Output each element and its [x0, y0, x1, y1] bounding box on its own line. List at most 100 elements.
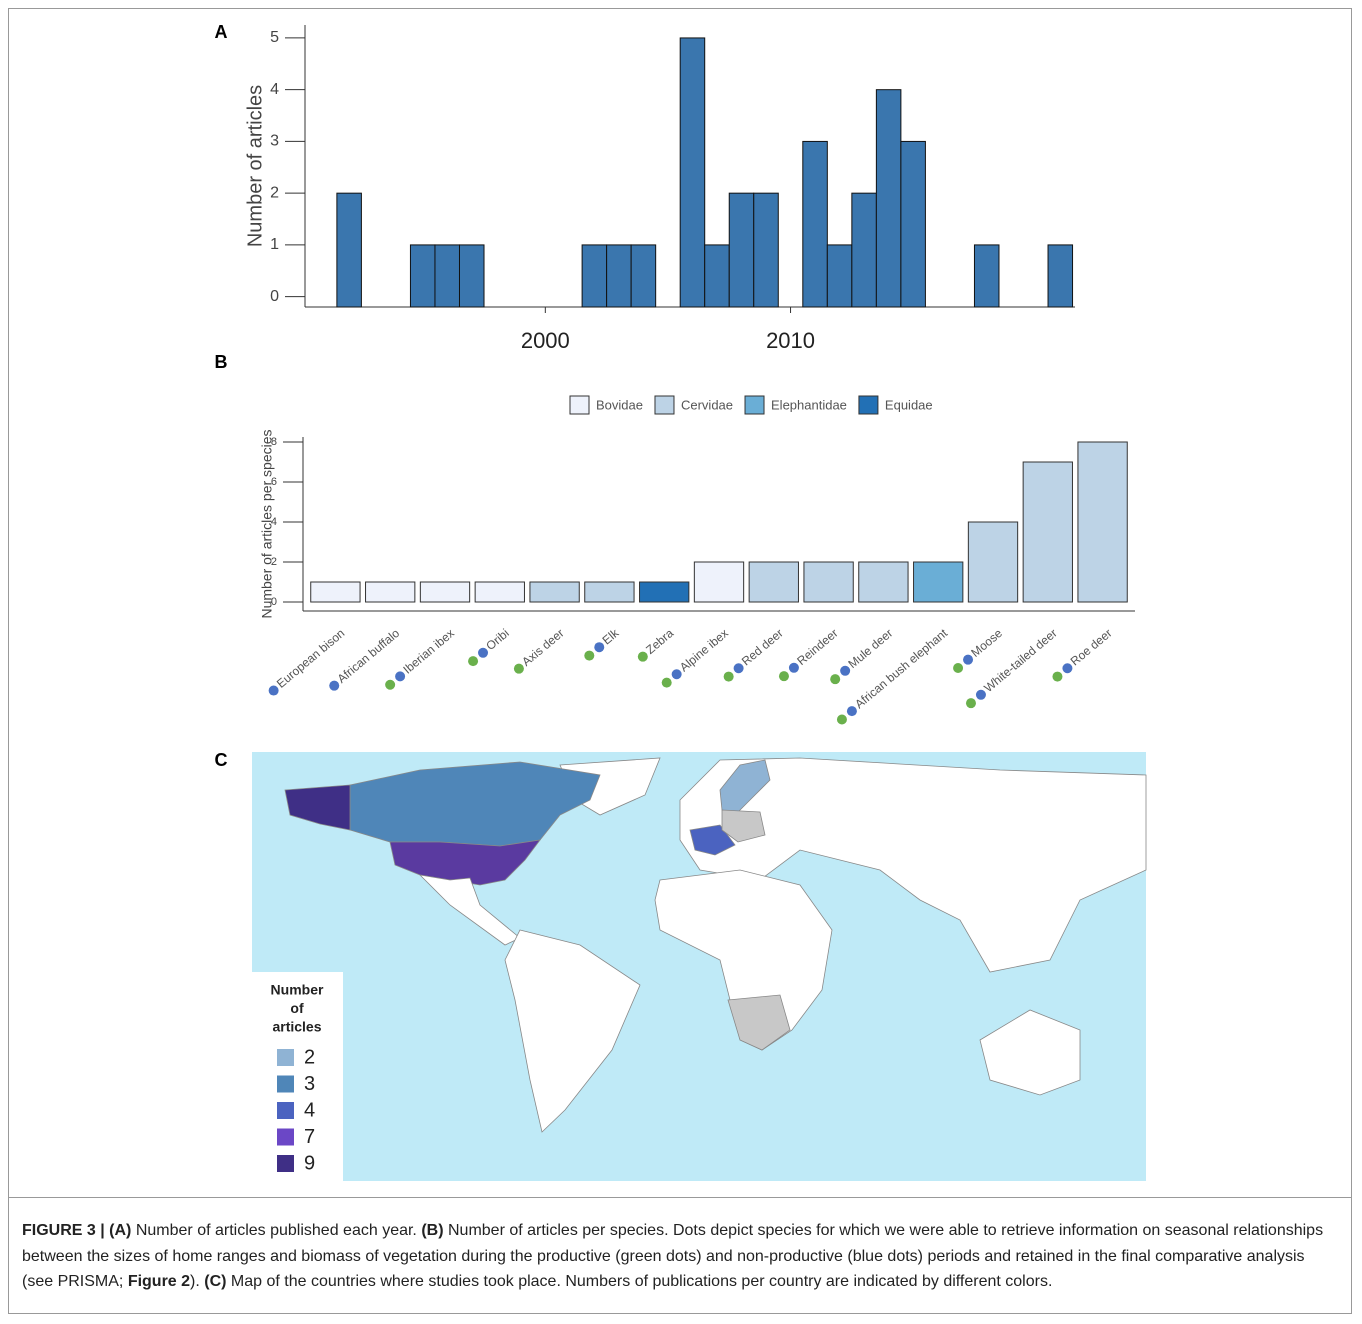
- legend-title: of: [290, 1000, 304, 1016]
- caption-text: ).: [190, 1273, 204, 1290]
- bar: [366, 582, 415, 602]
- bar: [1048, 245, 1073, 307]
- caption-label: FIGURE 3 |: [22, 1222, 105, 1239]
- non-productive-dot: [672, 669, 682, 679]
- legend-label: Equidae: [885, 397, 933, 412]
- caption-ref: (C): [204, 1273, 226, 1290]
- legend-label: 7: [304, 1126, 315, 1148]
- legend-swatch: [277, 1102, 294, 1119]
- productive-dot: [830, 674, 840, 684]
- legend-swatch: [277, 1049, 294, 1066]
- bar: [827, 245, 852, 307]
- bar: [859, 562, 908, 602]
- legend-swatch: [570, 396, 589, 414]
- y-tick-label: 4: [271, 516, 277, 528]
- x-tick-label: Red deer: [739, 626, 786, 668]
- bar: [804, 562, 853, 602]
- legend-label: Cervidae: [681, 397, 733, 412]
- separator: [8, 1197, 1352, 1198]
- bar: [420, 582, 469, 602]
- map: [250, 752, 1146, 1181]
- legend-swatch: [859, 396, 878, 414]
- caption-text: Number of articles published each year.: [131, 1222, 421, 1239]
- bar: [974, 245, 999, 307]
- non-productive-dot: [963, 655, 973, 665]
- caption: FIGURE 3 | (A) Number of articles publis…: [22, 1218, 1340, 1295]
- bar: [640, 582, 689, 602]
- bar: [435, 245, 460, 307]
- y-tick-label: 4: [270, 81, 279, 98]
- non-productive-dot: [847, 706, 857, 716]
- bar: [585, 582, 634, 602]
- non-productive-dot: [478, 648, 488, 658]
- productive-dot: [1052, 672, 1062, 682]
- legend-swatch: [277, 1129, 294, 1146]
- bar: [803, 141, 828, 307]
- non-productive-dot: [329, 681, 339, 691]
- bar: [754, 193, 779, 307]
- caption-ref: Figure 2: [128, 1273, 190, 1290]
- y-tick-label: 1: [270, 236, 279, 253]
- productive-dot: [724, 672, 734, 682]
- bar: [410, 245, 435, 307]
- x-tick-label: Mule deer: [845, 626, 895, 671]
- legend-swatch: [655, 396, 674, 414]
- panel-label: A: [215, 22, 228, 42]
- bar: [475, 582, 524, 602]
- bar: [694, 562, 743, 602]
- bar: [459, 245, 484, 307]
- y-tick-label: 5: [270, 29, 279, 46]
- y-tick-label: 0: [271, 596, 277, 608]
- panel-label: C: [215, 750, 228, 770]
- non-productive-dot: [594, 642, 604, 652]
- panel-label: B: [215, 352, 228, 372]
- legend-swatch: [745, 396, 764, 414]
- y-tick-label: 3: [270, 133, 279, 150]
- x-tick-label: Zebra: [643, 626, 676, 657]
- x-tick-label: Roe deer: [1068, 626, 1115, 668]
- bar: [631, 245, 656, 307]
- bar: [901, 141, 926, 307]
- bar: [749, 562, 798, 602]
- bar: [337, 193, 362, 307]
- y-tick-label: 6: [271, 476, 277, 488]
- x-tick-label: European bison: [274, 626, 347, 691]
- productive-dot: [837, 714, 847, 724]
- bar: [729, 193, 754, 307]
- y-axis-label: Number of articles: [244, 85, 266, 247]
- x-tick-label: Moose: [968, 626, 1005, 660]
- productive-dot: [966, 698, 976, 708]
- y-tick-label: 0: [270, 288, 279, 305]
- non-productive-dot: [734, 663, 744, 673]
- x-tick-label: Alpine ibex: [677, 626, 731, 674]
- productive-dot: [385, 680, 395, 690]
- bar: [876, 90, 901, 307]
- non-productive-dot: [269, 686, 279, 696]
- x-tick-label: 2000: [521, 328, 570, 353]
- x-tick-label: African bush elephant: [852, 626, 950, 712]
- bar: [582, 245, 607, 307]
- bar: [530, 582, 579, 602]
- productive-dot: [514, 664, 524, 674]
- page: A B C Number of articles01234520002010Nu…: [0, 0, 1362, 1324]
- productive-dot: [584, 651, 594, 661]
- x-tick-label: Reindeer: [794, 626, 840, 668]
- bar: [607, 245, 632, 307]
- bar: [705, 245, 730, 307]
- x-tick-label: Oribi: [483, 626, 511, 653]
- legend-label: 4: [304, 1099, 315, 1121]
- productive-dot: [468, 656, 478, 666]
- productive-dot: [638, 652, 648, 662]
- x-tick-label: 2010: [766, 328, 815, 353]
- bar: [914, 562, 963, 602]
- bar: [968, 522, 1017, 602]
- x-tick-label: Axis deer: [519, 626, 566, 669]
- legend-swatch: [277, 1076, 294, 1093]
- figure: A B C Number of articles01234520002010Nu…: [0, 0, 1362, 1196]
- productive-dot: [953, 663, 963, 673]
- legend-label: 3: [304, 1073, 315, 1095]
- non-productive-dot: [840, 666, 850, 676]
- legend-title: articles: [272, 1019, 321, 1035]
- legend-label: Bovidae: [596, 397, 643, 412]
- caption-ref: (A): [109, 1222, 131, 1239]
